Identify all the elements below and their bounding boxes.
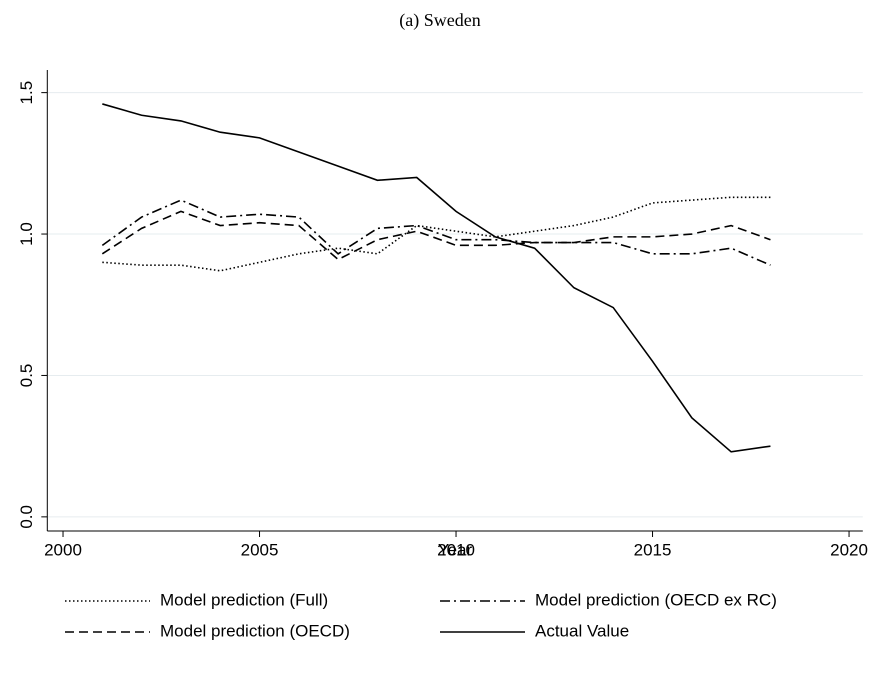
- chart-title: (a) Sweden: [399, 10, 480, 31]
- legend-label: Actual Value: [535, 621, 629, 640]
- legend-label: Model prediction (OECD): [160, 621, 350, 640]
- series-line: [101, 199, 771, 266]
- y-tick-label: 1.5: [17, 81, 36, 105]
- y-tick-label: 0.5: [17, 364, 36, 388]
- x-axis-title: Year: [438, 540, 473, 559]
- x-tick-label: 2000: [44, 540, 82, 559]
- x-tick-label: 2015: [634, 540, 672, 559]
- series-line: [101, 210, 771, 261]
- y-tick-label: 1.0: [17, 222, 36, 246]
- x-tick-label: 2020: [830, 540, 868, 559]
- x-tick-label: 2010: [437, 540, 475, 559]
- legend-label: Model prediction (Full): [160, 590, 328, 609]
- x-tick-label: 2005: [241, 540, 279, 559]
- legend-label: Model prediction (OECD ex RC): [535, 590, 777, 609]
- y-tick-label: 0.0: [17, 505, 36, 529]
- series-line: [102, 103, 771, 453]
